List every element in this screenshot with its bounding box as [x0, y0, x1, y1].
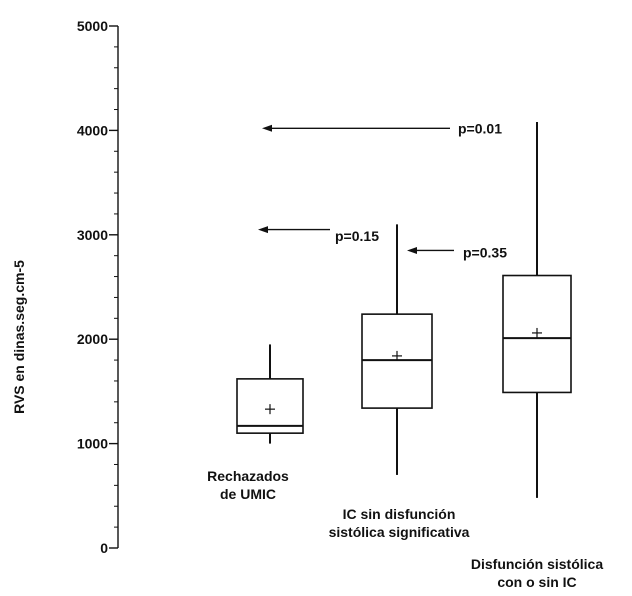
arrow-head — [407, 246, 417, 254]
pvalue-annotation: p=0.35 — [407, 245, 507, 261]
category-label: sistólica significativa — [329, 524, 470, 540]
arrow-head — [258, 226, 268, 234]
category-label: Disfunción sistólica — [471, 556, 603, 572]
box-iqr — [236, 378, 304, 434]
box-plots — [236, 122, 572, 498]
category-labels: Rechazados de UMIC IC sin disfunción sistól… — [207, 468, 603, 590]
box-group — [361, 224, 433, 475]
pvalue-label: p=0.01 — [458, 120, 502, 136]
y-axis-label: RVS en dinas.seg.cm-5 — [11, 260, 27, 414]
arrow-head — [262, 124, 272, 132]
box-group — [502, 122, 572, 498]
pvalue-annotation: p=0.01 — [262, 120, 502, 136]
box-iqr — [361, 313, 433, 409]
y-tick-label: 0 — [100, 540, 108, 556]
category-label: de UMIC — [220, 486, 276, 502]
y-axis: 0 1000 2000 3000 4000 5000 — [77, 18, 119, 556]
box-group — [236, 344, 304, 444]
category-label: IC sin disfunción — [343, 506, 456, 522]
category-label: Rechazados — [207, 468, 289, 484]
y-tick-label: 2000 — [77, 331, 108, 347]
y-tick-label: 4000 — [77, 122, 108, 138]
box-iqr — [502, 274, 572, 394]
y-tick-label: 3000 — [77, 227, 108, 243]
pvalue-label: p=0.35 — [463, 245, 507, 261]
y-tick-label: 5000 — [77, 18, 108, 34]
pvalue-annotation: p=0.15 — [258, 226, 379, 244]
annotations: p=0.01 p=0.15 p=0.35 — [258, 120, 507, 261]
pvalue-label: p=0.15 — [335, 228, 379, 244]
y-tick-label: 1000 — [77, 436, 108, 452]
category-label: con o sin IC — [497, 574, 576, 590]
